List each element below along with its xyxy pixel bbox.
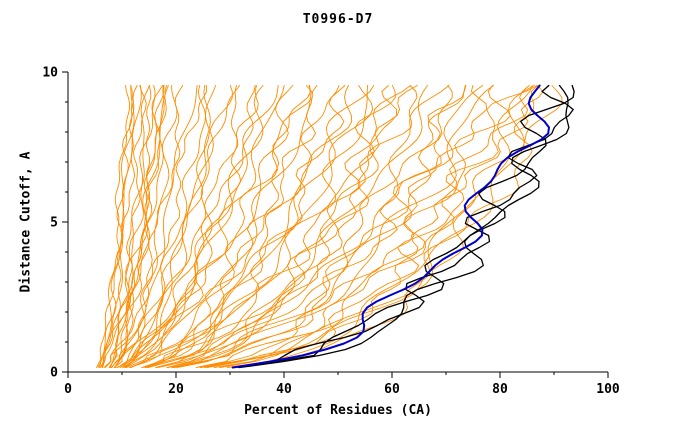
model-curve bbox=[147, 85, 418, 368]
reference-curve bbox=[233, 84, 575, 369]
model-curve bbox=[145, 85, 374, 368]
model-curve bbox=[130, 85, 259, 368]
x-tick-label: 60 bbox=[384, 382, 400, 397]
model-curve bbox=[100, 85, 156, 368]
model-curve bbox=[129, 85, 353, 368]
model-curve bbox=[110, 85, 208, 368]
chart-title: T0996-D7 bbox=[302, 12, 374, 27]
model-curve bbox=[108, 85, 167, 368]
model-curve bbox=[173, 85, 466, 368]
model-curve bbox=[122, 85, 264, 368]
model-curve bbox=[166, 85, 412, 368]
model-curve bbox=[231, 85, 533, 368]
y-tick-label: 5 bbox=[50, 216, 58, 231]
model-curve bbox=[125, 85, 207, 368]
model-curve bbox=[219, 85, 535, 368]
y-axis-label: Distance Cutoff, A bbox=[18, 151, 34, 293]
model-curve bbox=[113, 85, 279, 368]
reference-curve bbox=[237, 84, 574, 369]
model-curve bbox=[122, 85, 211, 368]
model-curve bbox=[96, 85, 135, 368]
model-curve bbox=[114, 85, 198, 368]
model-curve bbox=[99, 85, 131, 368]
model-curve bbox=[105, 85, 184, 368]
model-curve bbox=[213, 85, 563, 368]
x-tick-label: 40 bbox=[276, 382, 292, 397]
x-tick-label: 0 bbox=[64, 382, 72, 397]
model-curve bbox=[97, 85, 142, 368]
x-tick-label: 100 bbox=[596, 382, 620, 397]
model-curve bbox=[195, 85, 511, 368]
highlight-curve bbox=[231, 84, 550, 369]
model-curve bbox=[171, 85, 494, 368]
model-curve bbox=[109, 85, 147, 368]
model-curve bbox=[199, 85, 530, 368]
model-curve bbox=[119, 85, 256, 368]
model-curve bbox=[119, 85, 313, 368]
model-curve bbox=[172, 85, 484, 368]
x-tick-label: 80 bbox=[492, 382, 508, 397]
model-curve bbox=[102, 85, 133, 368]
model-curve bbox=[117, 85, 241, 368]
model-curve bbox=[126, 85, 311, 368]
model-curve bbox=[200, 85, 488, 368]
model-curve bbox=[167, 85, 396, 368]
model-curve bbox=[146, 85, 397, 368]
model-curve bbox=[116, 85, 285, 368]
model-curve bbox=[129, 85, 375, 368]
model-curve bbox=[102, 85, 138, 368]
model-curve bbox=[176, 85, 467, 368]
reference-curve bbox=[239, 84, 570, 369]
model-curve bbox=[122, 85, 178, 368]
model-curve bbox=[141, 85, 346, 368]
model-curve bbox=[147, 85, 311, 368]
model-curve bbox=[125, 85, 239, 368]
y-tick-label: 0 bbox=[50, 366, 58, 381]
y-tick-label: 10 bbox=[42, 66, 58, 81]
model-curve bbox=[166, 85, 450, 368]
model-curve bbox=[111, 85, 165, 368]
x-tick-label: 20 bbox=[168, 382, 184, 397]
model-curve bbox=[226, 85, 539, 368]
model-curve bbox=[157, 85, 453, 368]
x-axis-label: Percent of Residues (CA) bbox=[244, 403, 432, 418]
